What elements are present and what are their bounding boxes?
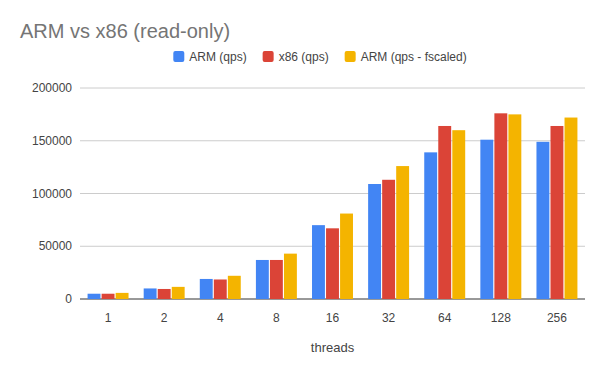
bar (312, 225, 325, 299)
chart: ARM vs x86 (read-only) 0 50000 100000 150000… (0, 0, 600, 371)
bar (396, 166, 409, 299)
legend-swatch (173, 51, 184, 62)
background (0, 0, 600, 371)
x-tick-label: 16 (326, 311, 340, 325)
x-tick-label: 32 (382, 311, 396, 325)
bar (88, 294, 101, 299)
bar (284, 254, 297, 299)
title: ARM vs x86 (read-only) (20, 20, 230, 42)
bar (116, 293, 129, 299)
bar (270, 260, 283, 299)
legend-label: ARM (qps - fscaled) (361, 50, 467, 64)
bar (102, 294, 115, 299)
x-tick-label: 64 (438, 311, 452, 325)
y-tick-label: 200000 (32, 81, 72, 95)
x-tick-label: 8 (273, 311, 280, 325)
y-tick-label: 100000 (32, 187, 72, 201)
legend-swatch (263, 51, 274, 62)
bar (480, 140, 493, 299)
bar (438, 126, 451, 299)
bar (382, 180, 395, 299)
bar (228, 276, 241, 299)
legend-label: x86 (qps) (279, 50, 329, 64)
x-tick-label: 4 (217, 311, 224, 325)
x-axis-label: threads (311, 340, 355, 355)
legend: ARM (qps) x86 (qps) ARM (qps - fscaled) (173, 50, 466, 64)
y-tick-label: 0 (65, 292, 72, 306)
bar (158, 289, 171, 299)
x-tick-label: 256 (547, 311, 567, 325)
bar (368, 184, 381, 299)
bar (424, 152, 437, 299)
bar (200, 279, 213, 299)
grid-line (80, 88, 585, 89)
bar (144, 288, 157, 299)
bar (256, 260, 269, 299)
bar (565, 118, 578, 299)
bar (340, 214, 353, 299)
bar (326, 228, 339, 299)
legend-swatch (345, 51, 356, 62)
bar (214, 279, 227, 299)
bar (508, 114, 521, 299)
bar (452, 130, 465, 299)
bar (550, 126, 563, 299)
bar (494, 113, 507, 299)
y-tick-label: 50000 (39, 239, 73, 253)
x-tick-label: 1 (105, 311, 112, 325)
bar (536, 142, 549, 299)
x-tick-label: 2 (161, 311, 168, 325)
bar (172, 287, 185, 299)
y-tick-label: 150000 (32, 134, 72, 148)
x-tick-label: 128 (491, 311, 511, 325)
legend-label: ARM (qps) (189, 50, 246, 64)
